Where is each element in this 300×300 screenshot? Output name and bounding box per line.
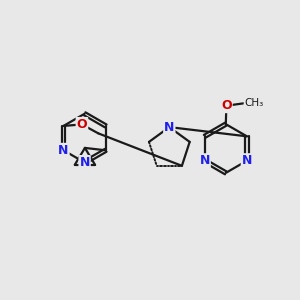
Text: O: O (76, 118, 87, 131)
Text: N: N (164, 121, 175, 134)
Text: O: O (221, 99, 232, 112)
Text: N: N (200, 154, 210, 167)
Text: N: N (80, 156, 90, 169)
Text: N: N (58, 144, 69, 157)
Text: CH₃: CH₃ (244, 98, 263, 108)
Text: N: N (242, 154, 252, 167)
